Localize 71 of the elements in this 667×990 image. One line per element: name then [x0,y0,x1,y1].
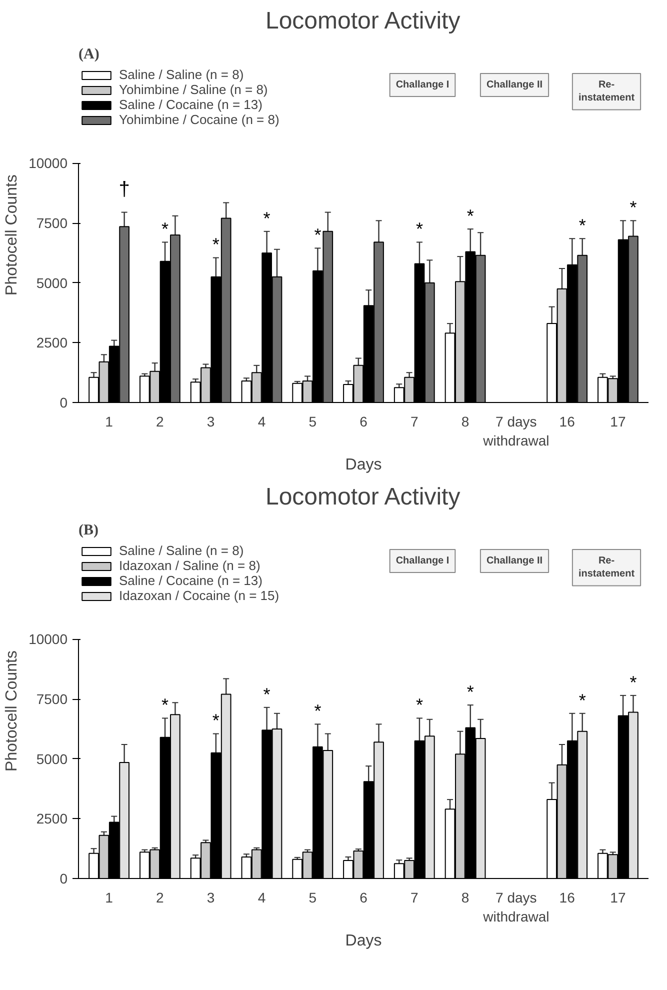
annotation: * [466,682,474,702]
y-tick-label: 0 [60,870,68,886]
y-axis-title: Photocell Counts [4,174,21,296]
annotation: * [212,234,220,255]
x-tick-label: 2 [156,890,164,906]
text: (B) [78,522,98,538]
x-tick-label: 2 [156,414,164,430]
y-tick-label: 7500 [36,691,68,708]
x-axis-title: Days [345,456,382,474]
text: Challange I [396,556,450,566]
annotation: * [263,208,270,228]
annotation: † [118,178,130,200]
text: Challange I [396,80,450,90]
x-tick-label: 4 [258,890,266,906]
y-tick-label: 0 [60,394,68,410]
annotation: * [416,219,423,240]
x-tick-label: 8 [461,414,470,430]
x-tick-label: 3 [206,890,215,906]
x-tick-label: 7 days withdrawal [482,890,550,925]
x-tick-label: 6 [360,890,368,906]
y-tick-label: 5000 [36,750,68,767]
legend-label: Saline / Saline (n = 8) [119,67,244,82]
x-tick-label: 7 [410,890,418,906]
x-tick-label: 7 [410,414,418,430]
y-tick-label: 2500 [36,810,68,827]
annotation: * [466,206,474,226]
x-tick-label: 17 [610,890,626,906]
annotation: * [416,695,423,716]
x-tick-label: 16 [559,414,576,430]
x-axis-title: Days [345,932,382,950]
y-tick-label: 2500 [36,334,68,351]
x-tick-label: 5 [308,414,317,430]
legend-label: Idazoxan / Cocaine (n = 15) [119,588,280,603]
legend-label: Saline / Cocaine (n = 13) [119,573,262,588]
legend-label: Yohimbine / Saline (n = 8) [119,82,268,97]
annotation: * [212,710,220,731]
x-tick-label: 1 [105,414,114,430]
y-tick-label: 10000 [28,155,68,172]
text: Challange II [486,556,543,566]
x-tick-label: 8 [461,890,470,906]
annotation: * [578,690,586,710]
annotation: * [630,672,637,692]
legend-label: Idazoxan / Saline (n = 8) [119,558,260,573]
text: Re- instatement [578,556,636,580]
y-tick-label: 5000 [36,274,68,291]
annotation: * [314,701,322,722]
legend-label: Saline / Cocaine (n = 13) [119,97,262,112]
y-tick-label: 10000 [28,631,68,648]
legend-label: Yohimbine / Cocaine (n = 8) [119,112,280,127]
chart-title: Locomotor Activity [265,8,460,34]
y-tick-label: 7500 [36,215,68,232]
text: Re- instatement [578,80,636,104]
x-tick-label: 17 [610,414,626,430]
x-tick-label: 16 [559,890,576,906]
x-tick-label: 7 days withdrawal [482,414,550,449]
x-tick-label: 4 [258,414,266,430]
x-tick-label: 5 [308,890,317,906]
annotation: * [578,216,586,236]
legend-label: Saline / Saline (n = 8) [119,543,244,558]
annotation: * [314,225,322,246]
chart-title: Locomotor Activity [265,484,460,510]
annotation: * [162,219,169,240]
x-tick-label: 6 [360,414,368,430]
text: (A) [78,46,100,62]
x-tick-label: 3 [206,414,215,430]
annotation: * [263,684,270,704]
text: Challange II [486,80,543,90]
annotation: * [630,198,637,218]
x-tick-label: 1 [105,890,114,906]
annotation: * [162,695,169,716]
y-axis-title: Photocell Counts [4,650,21,772]
